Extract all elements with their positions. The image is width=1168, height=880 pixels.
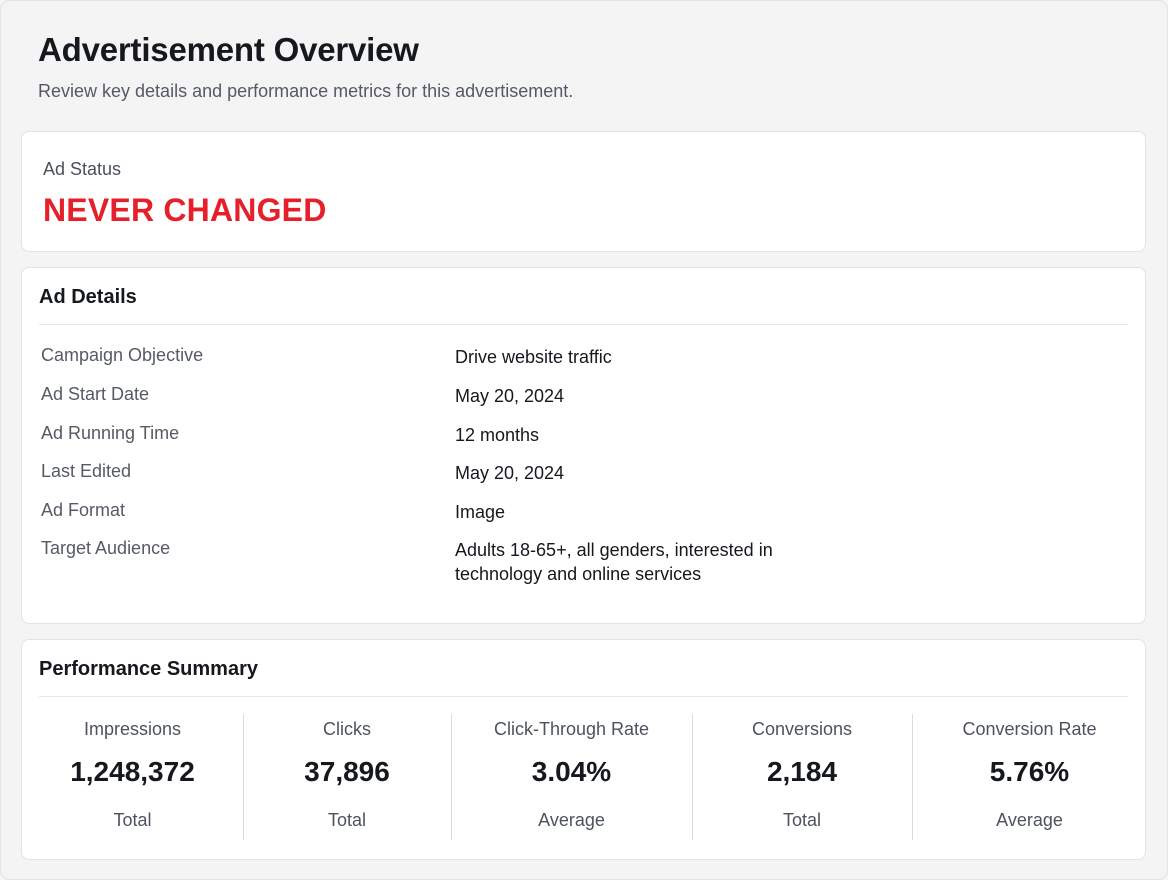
detail-label: Target Audience — [41, 538, 171, 558]
ad-status-card: Ad Status NEVER CHANGED — [21, 131, 1146, 252]
detail-label: Ad Start Date — [41, 384, 150, 404]
detail-label: Ad Running Time — [41, 423, 180, 443]
metric-sub: Total — [113, 810, 152, 830]
metric-impressions: Impressions 1,248,372 Total — [22, 714, 243, 840]
detail-value: 12 months — [455, 425, 540, 445]
page-title: Advertisement Overview — [38, 31, 419, 68]
ad-details-divider — [39, 324, 1128, 325]
metric-sub: Total — [327, 810, 367, 830]
detail-label: Campaign Objective — [41, 345, 204, 365]
ad-status-value: NEVER CHANGED — [43, 192, 327, 228]
metric-value: 1,248,372 — [70, 756, 195, 787]
metric-separator — [451, 714, 452, 840]
detail-value: Drive website traffic — [455, 347, 612, 367]
ad-status-label: Ad Status — [43, 159, 122, 179]
detail-value: May 20, 2024 — [455, 386, 565, 406]
performance-divider — [39, 696, 1128, 697]
metric-sub: Average — [996, 810, 1063, 830]
metric-conversion-rate: Conversion Rate 5.76% Average — [912, 714, 1147, 840]
detail-value: Image — [455, 502, 506, 522]
metric-label: Impressions — [83, 719, 182, 739]
metric-separator — [912, 714, 913, 840]
detail-value: May 20, 2024 — [455, 463, 565, 483]
metric-label: Conversion Rate — [962, 719, 1097, 739]
metric-label: Clicks — [323, 719, 371, 739]
metric-separator — [243, 714, 244, 840]
page-subtitle: Review key details and performance metri… — [38, 81, 574, 101]
metric-click-through-rate: Click-Through Rate 3.04% Average — [451, 714, 692, 840]
ad-details-title: Ad Details — [39, 286, 137, 308]
metric-label: Conversions — [751, 719, 853, 739]
metric-value: 2,184 — [766, 756, 838, 787]
metrics-row: Impressions 1,248,372 Total Clicks 37,89… — [22, 714, 1145, 840]
metric-separator — [692, 714, 693, 840]
performance-summary-card: Performance Summary Impressions 1,248,37… — [21, 639, 1146, 860]
metric-label: Click-Through Rate — [493, 719, 650, 739]
ad-details-card: Ad Details Campaign Objective Drive webs… — [21, 267, 1146, 624]
metric-value: 5.76% — [989, 756, 1070, 787]
metric-clicks: Clicks 37,896 Total — [243, 714, 451, 840]
detail-label: Last Edited — [41, 461, 132, 481]
metric-sub: Average — [538, 810, 605, 830]
metric-conversions: Conversions 2,184 Total — [692, 714, 912, 840]
performance-summary-title: Performance Summary — [39, 658, 258, 680]
metric-value: 3.04% — [531, 756, 612, 787]
detail-label: Ad Format — [41, 500, 126, 520]
metric-value: 37,896 — [304, 756, 390, 787]
metric-sub: Total — [782, 810, 822, 830]
detail-value: Adults 18-65+, all genders, interested i… — [455, 540, 773, 584]
